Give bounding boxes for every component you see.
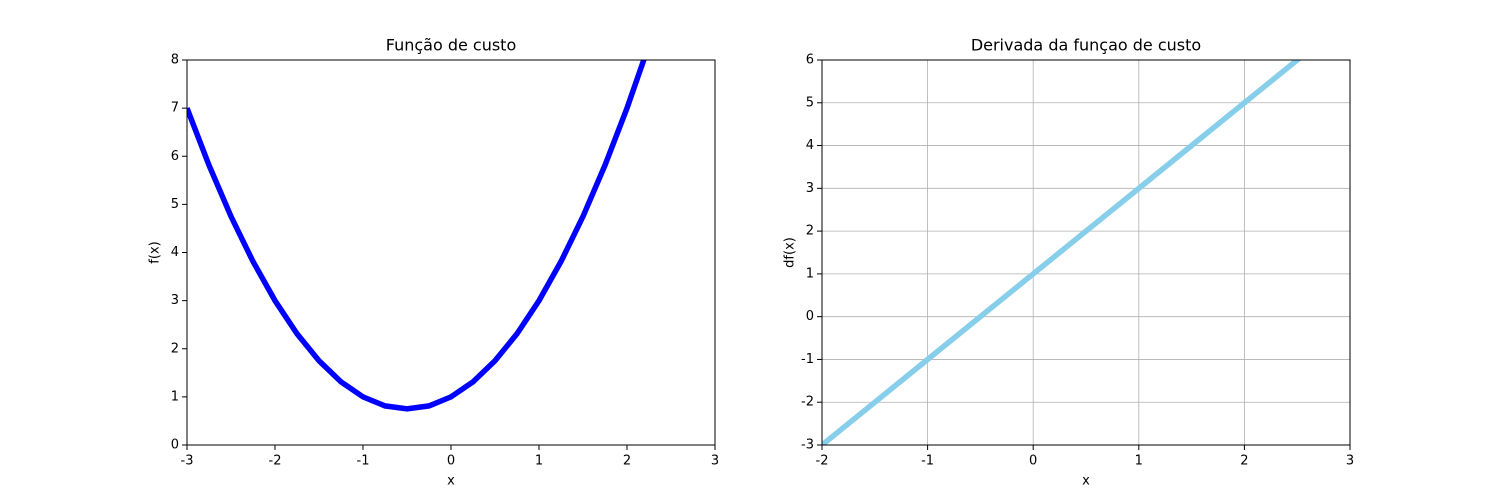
y-tick-label: 0	[171, 438, 179, 453]
x-tick-label: -1	[357, 454, 370, 469]
y-tick-label: 4	[806, 138, 814, 153]
x-tick-label: 1	[535, 454, 543, 469]
y-tick-label: 5	[806, 95, 814, 110]
y-tick-label: 3	[806, 181, 814, 196]
y-tick-label: 0	[806, 309, 814, 324]
y-tick-label: 5	[171, 197, 179, 212]
x-axis-label: x	[447, 474, 455, 489]
y-tick-label: 6	[806, 53, 814, 68]
x-tick-label: 3	[1346, 454, 1354, 469]
y-tick-label: 1	[806, 266, 814, 281]
x-axis-label: x	[1082, 474, 1090, 489]
axes-frame	[186, 59, 716, 446]
y-tick-label: 1	[171, 389, 179, 404]
y-tick-label: -3	[801, 438, 814, 453]
x-tick-label: -2	[269, 454, 282, 469]
chart-title: Função de custo	[386, 36, 517, 55]
axes-frame	[821, 59, 1351, 446]
x-tick-label: -2	[816, 454, 829, 469]
y-tick-label: -2	[801, 395, 814, 410]
x-tick-label: -3	[181, 454, 194, 469]
x-tick-label: 0	[447, 454, 455, 469]
x-tick-label: 2	[1240, 454, 1248, 469]
y-tick-label: 2	[171, 341, 179, 356]
y-tick-label: -1	[801, 352, 814, 367]
y-tick-label: 8	[171, 53, 179, 68]
y-axis-label: df(x)	[783, 237, 798, 268]
x-tick-label: 2	[623, 454, 631, 469]
y-axis-label: f(x)	[148, 241, 163, 263]
line	[187, 60, 647, 412]
line	[822, 60, 1302, 445]
y-tick-label: 4	[171, 245, 179, 260]
x-tick-label: 0	[1029, 454, 1037, 469]
y-tick-label: 3	[171, 293, 179, 308]
y-tick-label: 6	[171, 149, 179, 164]
x-tick-label: -1	[921, 454, 934, 469]
y-tick-label: 2	[806, 224, 814, 239]
chart-title: Derivada da funçao de custo	[971, 36, 1201, 55]
y-tick-label: 7	[171, 101, 179, 116]
x-tick-label: 3	[711, 454, 719, 469]
x-tick-label: 1	[1135, 454, 1143, 469]
